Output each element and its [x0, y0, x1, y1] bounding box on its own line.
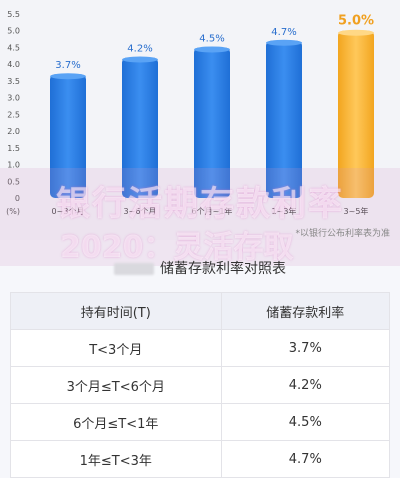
- x-tick-label: 6个月~1年: [192, 206, 233, 216]
- y-tick-label: 1.0: [7, 161, 20, 170]
- table-row: 1年≤T<3年 4.7%: [10, 440, 391, 478]
- y-tick-label: 5.0: [7, 27, 20, 36]
- data-label: 4.5%: [199, 33, 224, 44]
- y-tick-label: 0.5: [7, 177, 20, 186]
- bar: [266, 40, 302, 198]
- x-tick-label: 1~3年: [272, 206, 297, 216]
- table-row: 3个月≤T<6个月 4.2%: [10, 366, 391, 404]
- overlay-subtitle: 2020：灵活存取: [60, 230, 294, 265]
- bar-cap: [338, 29, 374, 36]
- cell-period: 6个月≤T<1年: [10, 403, 222, 441]
- header-period: 持有时间(T): [10, 292, 222, 330]
- cell-rate: 4.7%: [220, 440, 391, 478]
- cell-period: 3个月≤T<6个月: [10, 366, 222, 404]
- table-title: 储蓄存款利率对照表: [0, 258, 400, 278]
- bar: [194, 47, 230, 198]
- table-title-text: 储蓄存款利率对照表: [160, 261, 286, 277]
- bar-chart: 0 0.5 1.0 1.5 2.0 2.5 3.0 3.5 4.0 4.5 5.0 5.5 (%) 3.7…: [6, 10, 374, 216]
- table-row: 6个月≤T<1年 4.5%: [10, 403, 391, 441]
- x-tick-label: 0~3个月: [52, 207, 85, 216]
- table-header-row: 持有时间(T) 储蓄存款利率: [10, 292, 391, 330]
- y-tick-label: 3.0: [7, 94, 20, 103]
- blurred-logo: [114, 263, 154, 275]
- y-tick-label: 0: [15, 194, 20, 203]
- overlay-title: 银行活期存款利率: [56, 184, 344, 224]
- table-row: T<3个月 3.7%: [10, 329, 391, 367]
- y-tick-label: 2.0: [7, 127, 20, 136]
- cell-period: 1年≤T<3年: [10, 440, 222, 478]
- y-tick-label: 5.5: [7, 10, 20, 19]
- x-tick-label: 3~5年: [344, 206, 369, 216]
- cell-period: T<3个月: [10, 329, 222, 367]
- chart-area: 0 0.5 1.0 1.5 2.0 2.5 3.0 3.5 4.0 4.5 5.0 5.5 (%) 3.7…: [6, 10, 375, 216]
- data-label: 4.7%: [271, 27, 296, 38]
- bar: [50, 74, 86, 198]
- bar: [338, 30, 374, 199]
- bar-cap: [122, 56, 158, 63]
- y-tick-label: 4.5: [7, 43, 20, 52]
- y-tick-label: 4.0: [7, 60, 20, 69]
- data-label: 3.7%: [55, 60, 80, 71]
- data-label: 4.2%: [127, 43, 152, 54]
- cell-rate: 4.5%: [220, 403, 391, 441]
- bar: [122, 57, 158, 199]
- y-tick-label: 2.5: [7, 110, 20, 119]
- chart-note: *以银行公布利率表为准: [295, 229, 390, 239]
- cell-rate: 3.7%: [220, 329, 391, 367]
- bar-cap: [266, 39, 302, 46]
- x-tick-label: 3~6个月: [124, 207, 157, 216]
- watermark-band: [0, 168, 400, 266]
- bar-cap: [194, 46, 230, 53]
- data-label: 5.0%: [338, 14, 374, 29]
- bar-cap: [50, 73, 86, 80]
- y-tick-label: 3.5: [7, 77, 20, 86]
- header-rate: 储蓄存款利率: [220, 292, 391, 330]
- y-axis-label: (%): [6, 207, 20, 216]
- rate-table: 持有时间(T) 储蓄存款利率 T<3个月 3.7% 3个月≤T<6个月 4.2%…: [10, 292, 391, 478]
- y-tick-label: 1.5: [7, 144, 20, 153]
- cell-rate: 4.2%: [220, 366, 391, 404]
